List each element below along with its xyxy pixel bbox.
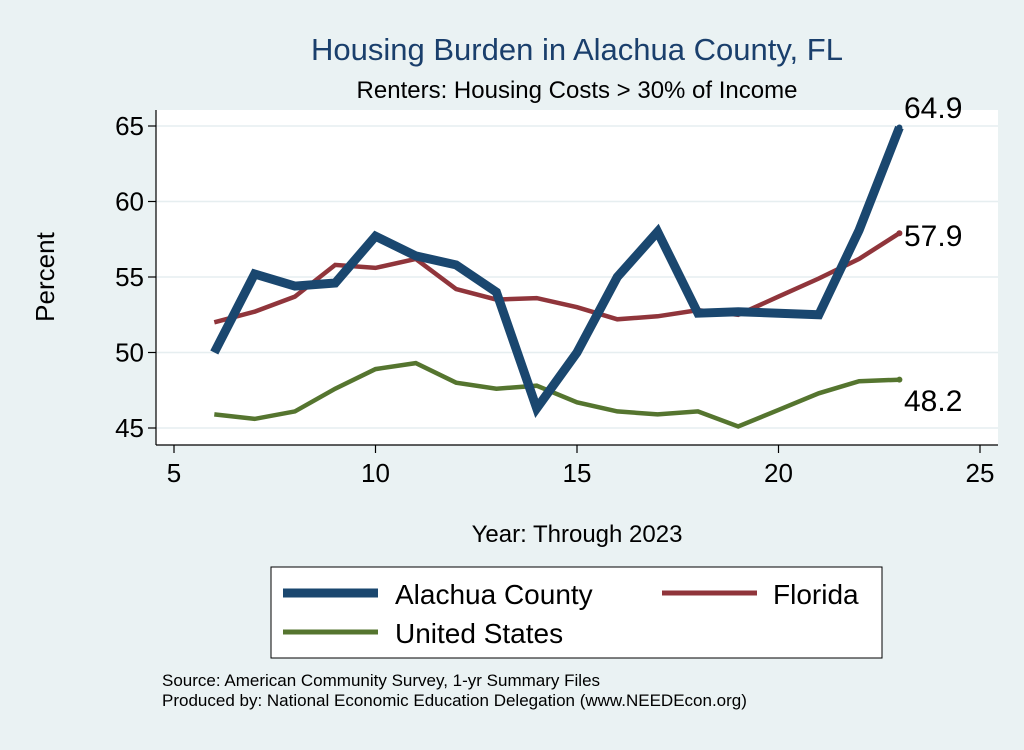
end-labels: 64.9 57.9 48.2 (904, 92, 962, 418)
end-point-alachua-county (896, 124, 903, 131)
series-line-alachua-county (210, 125, 904, 419)
series-line-united-states (214, 360, 900, 429)
axes: 45 50 55 60 65 5 10 15 20 25 (115, 110, 998, 488)
end-point-florida (896, 230, 903, 237)
y-axis-label: Percent (30, 231, 60, 321)
x-tick-label: 20 (764, 458, 793, 488)
y-tick-label: 65 (115, 111, 144, 141)
legend: Alachua County Florida United States (270, 566, 883, 659)
y-tick-label: 45 (115, 413, 144, 443)
y-tick-label: 55 (115, 262, 144, 292)
end-label-florida: 57.9 (904, 220, 962, 253)
x-tick-label: 5 (167, 458, 181, 488)
chart-subtitle: Renters: Housing Costs > 30% of Income (357, 77, 798, 104)
source-note: Source: American Community Survey, 1-yr … (162, 671, 600, 690)
x-axis-label: Year: Through 2023 (472, 521, 683, 548)
y-tick-label: 60 (115, 187, 144, 217)
legend-box (270, 566, 883, 659)
x-tick-label: 25 (966, 458, 995, 488)
produced-note: Produced by: National Economic Education… (162, 691, 747, 710)
series-line-florida (213, 231, 901, 325)
chart-title: Housing Burden in Alachua County, FL (311, 32, 843, 67)
legend-label-florida: Florida (773, 579, 859, 610)
end-label-united-states: 48.2 (904, 385, 962, 418)
end-point-united-states (896, 376, 903, 383)
series-lines (210, 124, 904, 429)
end-label-alachua-county: 64.9 (904, 92, 962, 125)
y-tick-label: 50 (115, 338, 144, 368)
x-tick-label: 15 (563, 458, 592, 488)
legend-label-united-states: United States (395, 618, 563, 649)
x-tick-label: 10 (361, 458, 390, 488)
legend-label-alachua: Alachua County (395, 579, 593, 610)
